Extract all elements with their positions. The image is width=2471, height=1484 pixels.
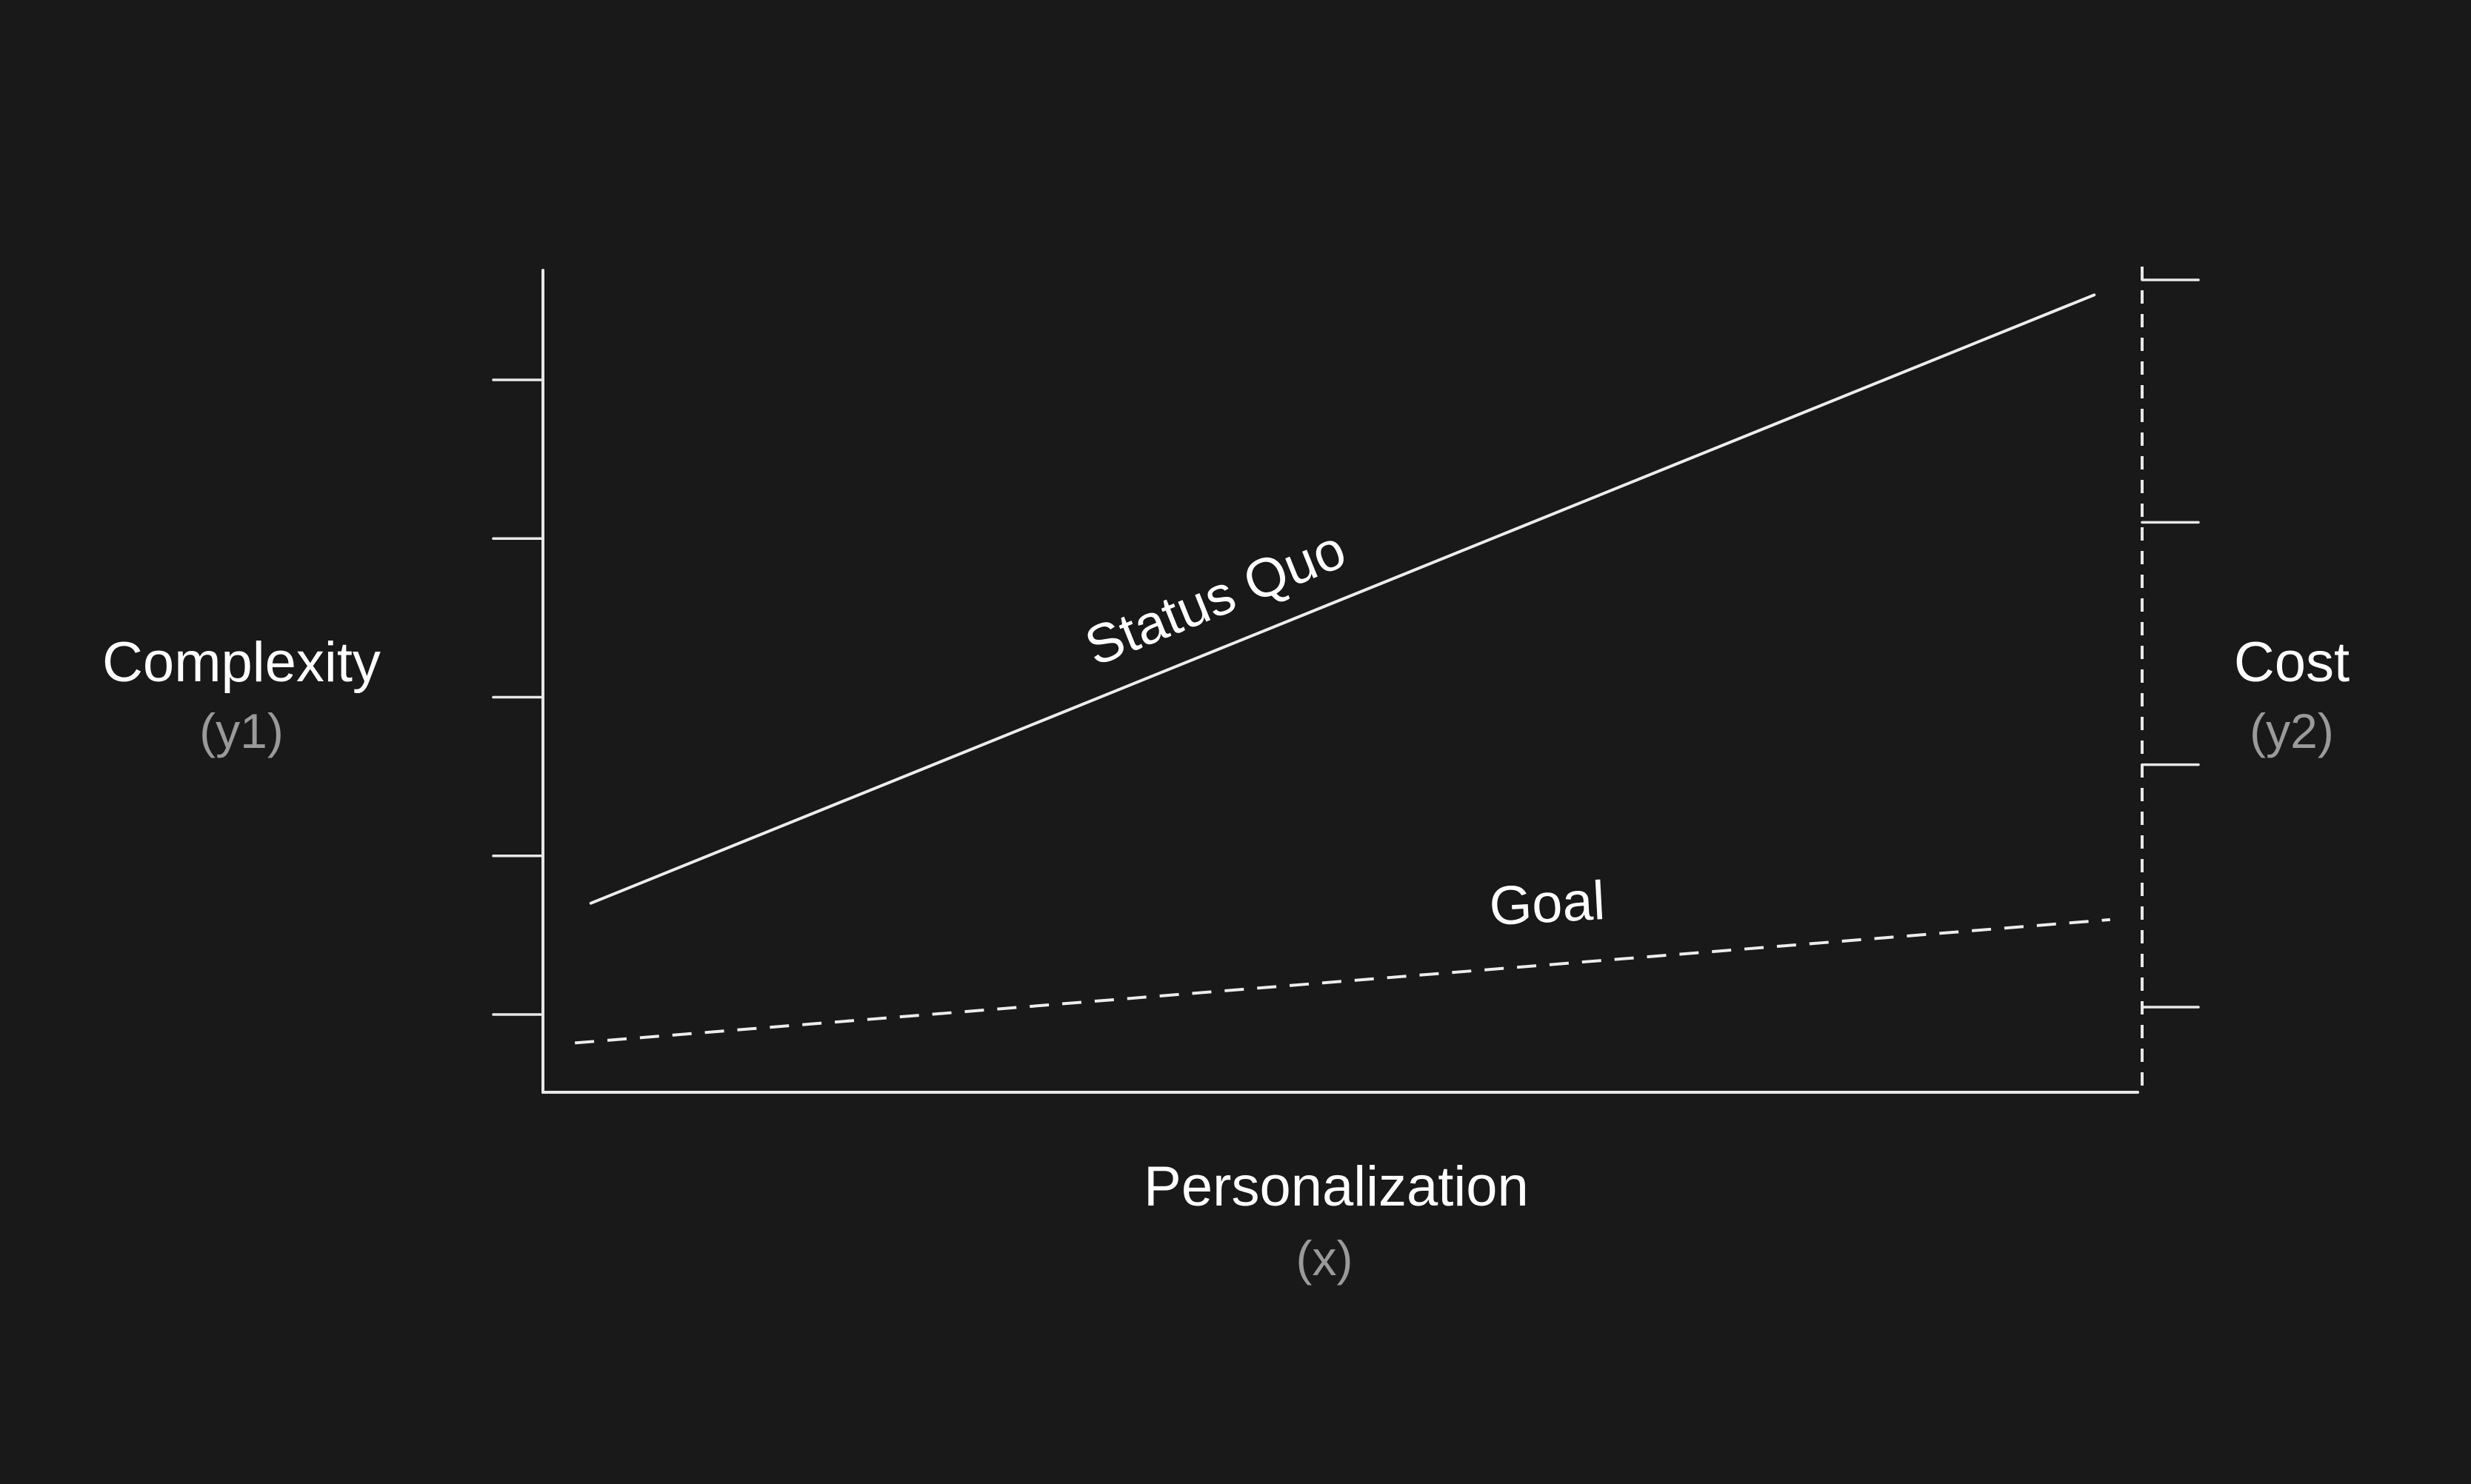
series-labels: Status Quo Goal [1076, 517, 1607, 938]
y2-ticks [2141, 278, 2200, 1009]
y1-axis-sublabel: (y1) [199, 703, 284, 758]
x-axis-label: Personalization [1144, 1155, 1529, 1218]
goal-label: Goal [1487, 869, 1606, 937]
y2-axis-label: Cost [2234, 631, 2350, 694]
axes [541, 267, 2144, 1094]
y1-ticks [492, 378, 544, 1016]
goal-line [575, 918, 2110, 1045]
status-quo-line [589, 293, 2096, 905]
y2-axis-sublabel: (y2) [2250, 703, 2334, 758]
x-axis-sublabel: (x) [1296, 1231, 1353, 1286]
series-layer [575, 293, 2110, 1045]
status-quo-label: Status Quo [1076, 518, 1353, 678]
y1-axis-label: Complexity [102, 631, 381, 694]
